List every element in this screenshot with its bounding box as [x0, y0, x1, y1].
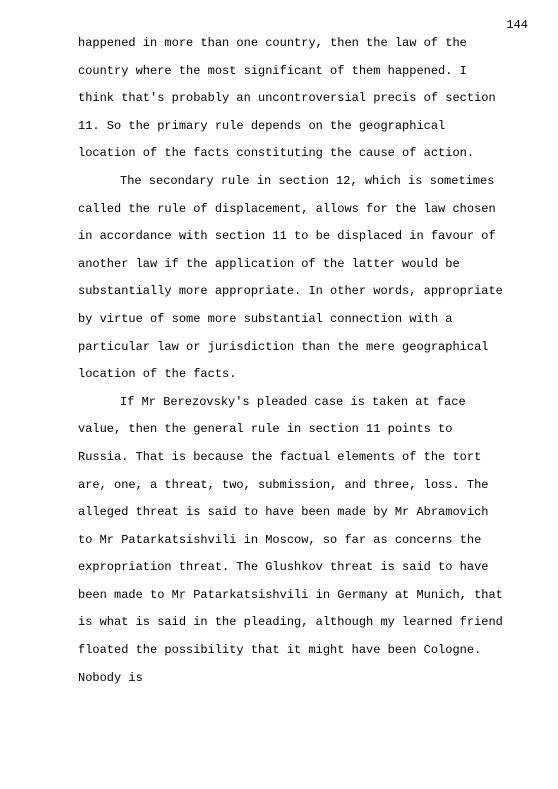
- paragraph-3: If Mr Berezovsky's pleaded case is taken…: [78, 389, 504, 693]
- paragraph-1: happened in more than one country, then …: [78, 30, 504, 168]
- page-number: 144: [506, 12, 528, 40]
- paragraph-2: The secondary rule in section 12, which …: [78, 168, 504, 389]
- document-content: happened in more than one country, then …: [78, 30, 504, 692]
